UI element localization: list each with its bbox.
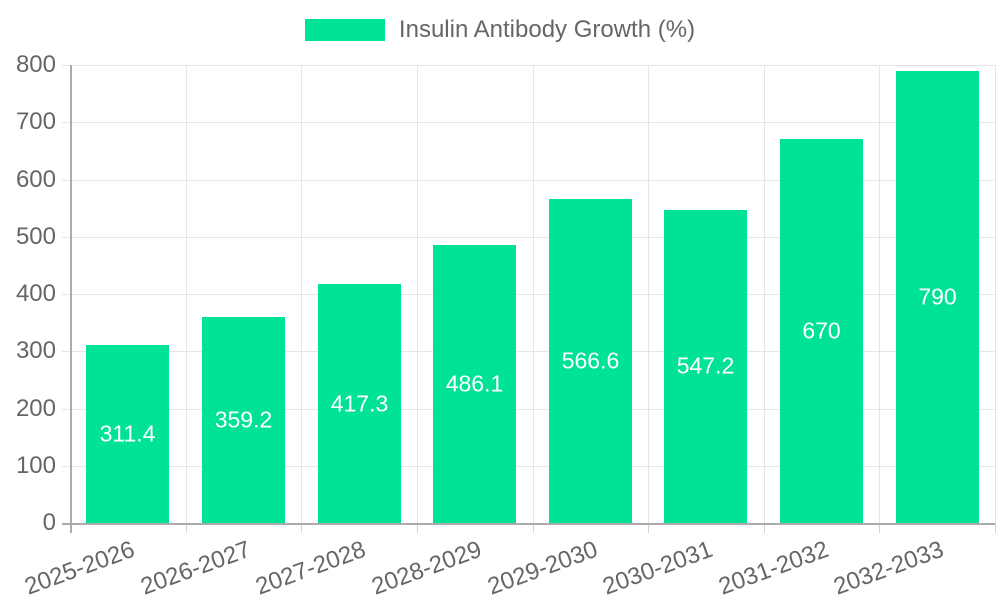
legend-swatch	[304, 19, 385, 41]
x-axis-category-label: 2032-2033	[830, 535, 948, 600]
bar-value-label: 359.2	[214, 406, 273, 433]
gridline-vertical	[417, 65, 418, 523]
y-axis-tick-label: 200	[15, 395, 56, 422]
bar-value-label: 670	[802, 317, 841, 344]
gridline-vertical	[764, 65, 765, 523]
bar-value-label: 790	[918, 283, 957, 310]
x-axis-category-label: 2030-2031	[599, 535, 717, 600]
gridline-vertical	[879, 65, 880, 523]
y-axis-tick	[62, 294, 70, 295]
bar-value-label: 417.3	[330, 390, 389, 417]
gridline-horizontal	[70, 351, 995, 352]
bar-value-label: 547.2	[676, 352, 735, 379]
x-axis-tick	[417, 523, 418, 533]
legend-item[interactable]: Insulin Antibody Growth (%)	[0, 16, 1000, 44]
gridline-vertical	[648, 65, 649, 523]
gridline-horizontal	[70, 409, 995, 410]
y-axis-tick-label: 800	[15, 51, 56, 78]
y-axis-tick	[62, 409, 70, 410]
gridline-horizontal	[70, 65, 995, 66]
gridline-horizontal	[70, 294, 995, 295]
y-axis-tick-label: 600	[15, 166, 56, 193]
x-axis-tick	[995, 523, 996, 533]
y-axis-tick-label: 100	[15, 452, 56, 479]
bar-2029-2030[interactable]	[549, 198, 632, 523]
bar-2025-2026[interactable]	[86, 344, 169, 523]
gridline-horizontal	[70, 180, 995, 181]
bar-value-label: 311.4	[99, 420, 156, 447]
gridline-horizontal	[70, 122, 995, 123]
x-axis-tick	[533, 523, 534, 533]
y-axis-tick-label: 500	[15, 223, 56, 250]
x-axis-tick	[764, 523, 765, 533]
x-axis-category-label: 2028-2029	[368, 535, 486, 600]
bar-2026-2027[interactable]	[202, 317, 285, 523]
y-axis-tick-label: 0	[42, 509, 56, 536]
x-axis-tick	[648, 523, 649, 533]
y-axis-tick	[62, 180, 70, 181]
bar-2032-2033[interactable]	[896, 70, 979, 523]
x-axis-category-label: 2025-2026	[21, 535, 139, 600]
gridline-horizontal	[70, 237, 995, 238]
x-axis-tick	[301, 523, 302, 533]
bar-2031-2032[interactable]	[780, 139, 863, 523]
gridline-horizontal	[70, 466, 995, 467]
y-axis-tick-label: 300	[15, 337, 56, 364]
bar-value-label: 566.6	[561, 347, 620, 374]
y-axis-tick	[62, 122, 70, 123]
x-axis-tick	[879, 523, 880, 533]
y-axis-tick	[62, 351, 70, 352]
bar-2030-2031[interactable]	[664, 209, 747, 523]
bar-value-label: 486.1	[445, 370, 504, 397]
x-axis-category-label: 2031-2032	[714, 535, 833, 600]
gridline-vertical	[995, 65, 996, 523]
bar-2027-2028[interactable]	[318, 284, 401, 523]
gridline-vertical	[301, 65, 302, 523]
bar-2028-2029[interactable]	[433, 244, 516, 523]
y-axis-tick	[62, 466, 70, 467]
legend-label: Insulin Antibody Growth (%)	[398, 16, 696, 43]
y-axis-tick-label: 700	[15, 108, 56, 135]
y-axis-tick-label: 400	[15, 280, 56, 307]
x-axis-line	[62, 523, 995, 525]
gridline-vertical	[533, 65, 534, 523]
y-axis-line	[70, 65, 72, 533]
x-axis-category-label: 2029-2030	[483, 535, 601, 600]
gridline-vertical	[186, 65, 187, 523]
x-axis-category-label: 2026-2027	[136, 535, 254, 600]
x-axis-category-label: 2027-2028	[252, 535, 370, 600]
y-axis-tick	[62, 65, 70, 66]
x-axis-tick	[186, 523, 187, 533]
y-axis-tick	[62, 237, 70, 238]
